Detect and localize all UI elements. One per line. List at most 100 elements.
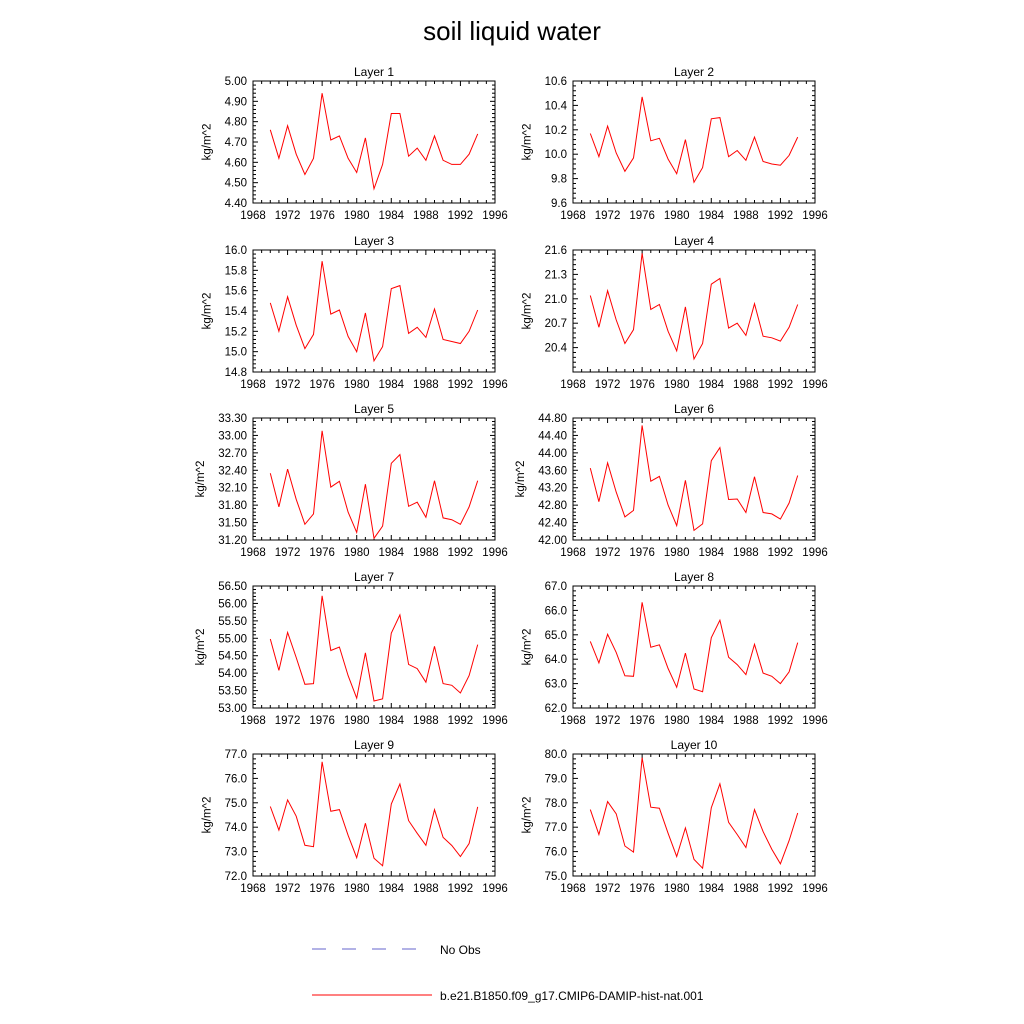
x-tick-label: 1988 <box>413 379 439 391</box>
series-line <box>269 761 479 867</box>
y-tick-label: 4.50 <box>225 178 247 190</box>
y-tick-label: 44.00 <box>538 448 567 460</box>
y-tick-label: 9.8 <box>551 174 567 186</box>
x-tick-label: 1972 <box>595 715 621 727</box>
y-tick-label: 20.4 <box>545 343 568 355</box>
x-tick-label: 1972 <box>595 547 621 559</box>
x-tick-label: 1988 <box>413 883 439 895</box>
y-tick-label: 15.8 <box>225 265 247 277</box>
y-tick-label: 21.0 <box>545 294 567 306</box>
panel-title: Layer 8 <box>674 570 714 584</box>
x-tick-label: 1980 <box>344 210 370 222</box>
y-axis-label: kg/m^2 <box>202 124 214 161</box>
x-tick-label: 1972 <box>275 883 301 895</box>
x-tick-label: 1976 <box>309 715 335 727</box>
x-tick-label: 1980 <box>344 883 370 895</box>
y-axis-label: kg/m^2 <box>522 797 534 834</box>
y-tick-label: 64.0 <box>545 654 567 666</box>
y-tick-label: 73.0 <box>225 847 247 859</box>
x-tick-label: 1976 <box>309 547 335 559</box>
y-tick-label: 56.00 <box>218 598 247 610</box>
x-tick-label: 1996 <box>482 883 508 895</box>
y-tick-label: 31.50 <box>218 518 247 530</box>
y-tick-label: 75.0 <box>545 871 567 883</box>
plot-frame <box>252 249 496 373</box>
y-tick-label: 79.0 <box>545 773 567 785</box>
y-tick-label: 42.40 <box>538 518 567 530</box>
panel-layer-6: Layer 6 1968 1972 1976 1980 1984 1988 1992 1996 4… <box>515 402 828 559</box>
x-tick-label: 1980 <box>664 715 690 727</box>
series-line <box>589 96 799 184</box>
panel-layer-10: Layer 10 1968 1972 1976 1980 1984 1988 1992 1996… <box>522 738 828 895</box>
panel-layer-2: Layer 2 1968 1972 1976 1980 1984 1988 1992 1996 9… <box>522 65 828 222</box>
x-tick-label: 1988 <box>733 715 759 727</box>
panel-title: Layer 4 <box>674 234 714 248</box>
x-tick-label: 1968 <box>240 210 266 222</box>
plot-frame <box>252 585 496 709</box>
x-tick-label: 1996 <box>802 210 828 222</box>
series-line <box>589 425 799 532</box>
x-tick-label: 1976 <box>629 379 655 391</box>
panel-layer-7: Layer 7 1968 1972 1976 1980 1984 1988 1992 1996 5… <box>195 570 508 727</box>
panel-layer-8: Layer 8 1968 1972 1976 1980 1984 1988 1992 1996 6… <box>522 570 828 727</box>
plot-frame <box>572 417 816 541</box>
y-tick-label: 77.0 <box>545 822 567 834</box>
y-tick-label: 10.6 <box>545 76 567 88</box>
panel-title: Layer 1 <box>354 65 394 79</box>
y-tick-label: 53.50 <box>218 686 247 698</box>
y-tick-label: 42.80 <box>538 500 567 512</box>
x-tick-label: 1992 <box>448 379 474 391</box>
y-tick-label: 77.0 <box>225 749 247 761</box>
y-tick-label: 32.70 <box>218 448 247 460</box>
x-tick-label: 1996 <box>802 883 828 895</box>
y-tick-label: 63.0 <box>545 679 567 691</box>
x-tick-label: 1992 <box>768 883 794 895</box>
x-tick-label: 1992 <box>448 715 474 727</box>
plot-frame <box>252 417 496 541</box>
x-tick-label: 1992 <box>768 379 794 391</box>
y-tick-label: 14.8 <box>225 367 247 379</box>
legend-label-model: b.e21.B1850.f09_g17.CMIP6-DAMIP-hist-nat… <box>440 989 704 1003</box>
y-tick-label: 32.40 <box>218 465 247 477</box>
x-tick-label: 1988 <box>733 883 759 895</box>
y-tick-label: 65.0 <box>545 630 567 642</box>
x-tick-label: 1980 <box>344 715 370 727</box>
x-tick-label: 1996 <box>802 547 828 559</box>
x-tick-label: 1968 <box>240 715 266 727</box>
panel-title: Layer 9 <box>354 738 394 752</box>
x-tick-label: 1980 <box>344 547 370 559</box>
y-tick-label: 20.7 <box>545 318 567 330</box>
x-tick-label: 1984 <box>698 210 724 222</box>
y-tick-label: 10.2 <box>545 125 567 137</box>
y-axis-label: kg/m^2 <box>195 629 207 666</box>
x-tick-label: 1972 <box>275 547 301 559</box>
y-tick-label: 15.0 <box>225 347 247 359</box>
panel-title: Layer 3 <box>354 234 394 248</box>
x-tick-label: 1968 <box>560 210 586 222</box>
y-axis-label: kg/m^2 <box>522 629 534 666</box>
x-tick-label: 1984 <box>378 715 404 727</box>
y-tick-label: 15.2 <box>225 326 247 338</box>
plot-frame <box>572 585 816 709</box>
y-axis-label: kg/m^2 <box>202 797 214 834</box>
x-tick-label: 1996 <box>802 379 828 391</box>
y-tick-label: 16.0 <box>225 245 247 257</box>
y-tick-label: 9.6 <box>551 198 567 210</box>
x-tick-label: 1988 <box>413 715 439 727</box>
y-tick-label: 74.0 <box>225 822 247 834</box>
y-tick-label: 4.70 <box>225 137 247 149</box>
series-line <box>269 261 479 363</box>
y-tick-label: 33.30 <box>218 413 247 425</box>
x-tick-label: 1972 <box>275 379 301 391</box>
panel-layer-4: Layer 4 1968 1972 1976 1980 1984 1988 1992 1996 2… <box>522 234 828 391</box>
y-tick-label: 54.00 <box>218 668 247 680</box>
y-tick-label: 66.0 <box>545 605 567 617</box>
x-tick-label: 1980 <box>664 883 690 895</box>
series-line <box>589 253 799 361</box>
x-tick-label: 1968 <box>560 715 586 727</box>
x-tick-label: 1988 <box>413 210 439 222</box>
y-tick-label: 31.80 <box>218 500 247 512</box>
y-axis-label: kg/m^2 <box>202 293 214 330</box>
x-tick-label: 1984 <box>698 883 724 895</box>
